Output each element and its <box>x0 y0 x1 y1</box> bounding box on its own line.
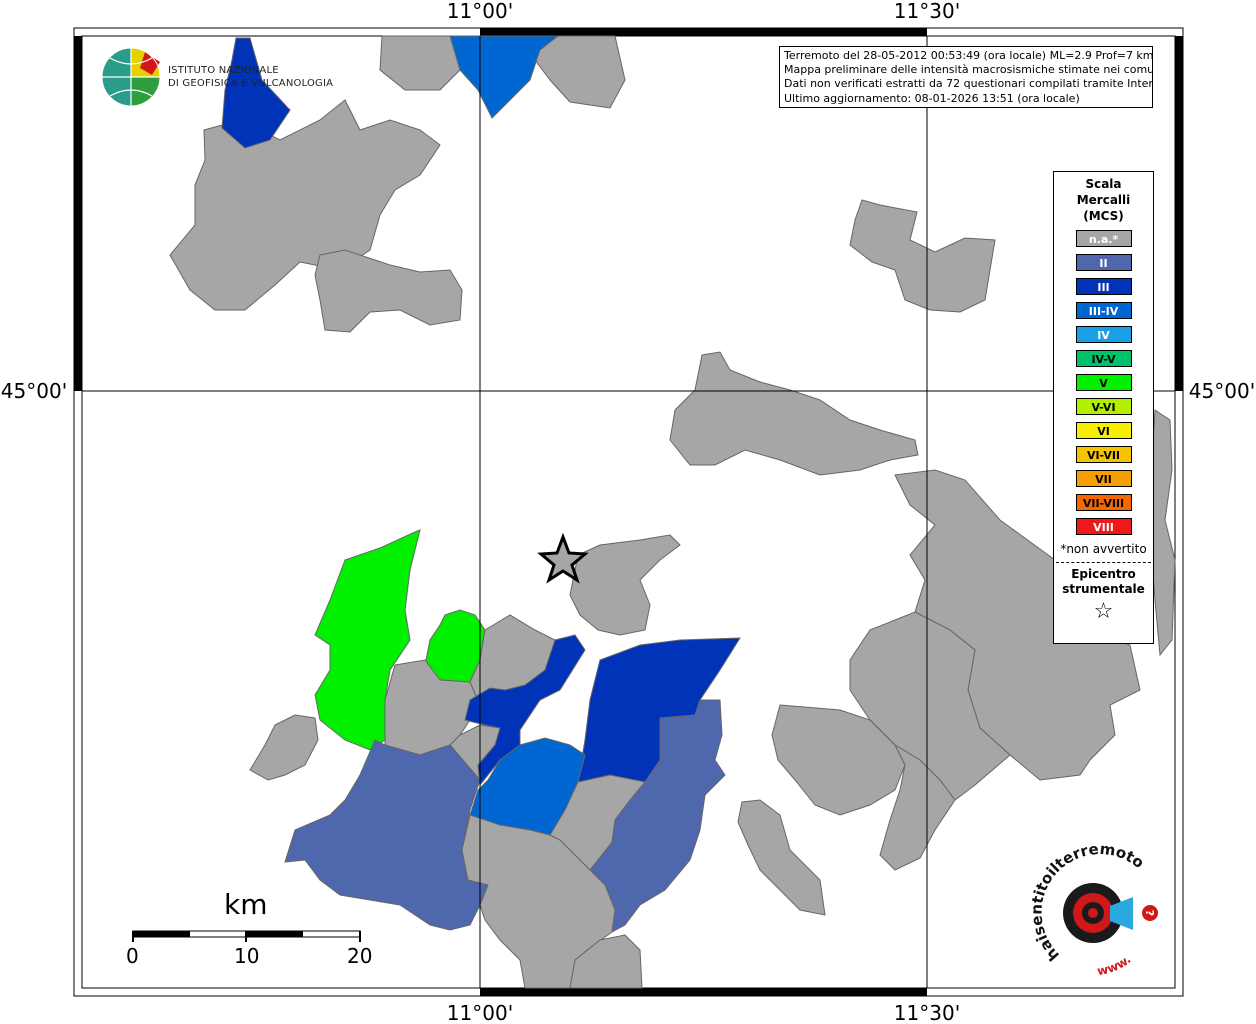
info-line-3: Dati non verificati estratti da 72 quest… <box>784 77 1153 91</box>
axis-bottom-label-1: 11°00' <box>447 1001 513 1024</box>
axis-right-label: 45°00' <box>1189 379 1255 403</box>
municipality-top-blue <box>449 35 560 119</box>
legend-item: VI-VII <box>1075 446 1132 463</box>
municipality-nw-1 <box>169 99 441 311</box>
municipality-nw-2 <box>314 249 463 333</box>
municipality-sw-small <box>249 714 319 781</box>
legend-item: III <box>1075 278 1132 295</box>
municipality-nw-3 <box>221 37 291 149</box>
legend-epicenter-2: strumentale <box>1062 582 1145 596</box>
legend-item: IV-V <box>1075 350 1132 367</box>
info-line-1: Terremoto del 28-05-2012 00:53:49 (ora l… <box>784 49 1153 62</box>
ingv-globe-icon <box>101 47 161 107</box>
municipality-south-grey-2 <box>569 934 643 989</box>
institute-line-1: ISTITUTO NAZIONALE <box>168 65 279 76</box>
graticule <box>82 36 1175 988</box>
legend-items: n.a.* II III III-IV IV IV-V V V-VI VI VI-VII VII VI… <box>1054 230 1153 535</box>
legend-item: V-VI <box>1075 398 1132 415</box>
legend-epicenter: Epicentro strumentale <box>1054 567 1153 597</box>
epicenter-star-icon <box>537 532 589 584</box>
institute-name: ISTITUTO NAZIONALE DI GEOFISICA E VULCAN… <box>168 64 333 90</box>
info-line-4: Ultimo aggiornamento: 08-01-2026 13:51 (… <box>784 91 1080 105</box>
municipality-sc-grey-4 <box>549 774 646 871</box>
legend-item: II <box>1075 254 1132 271</box>
municipality-top-grey-2 <box>519 35 626 109</box>
municipality-east-5 <box>737 799 826 916</box>
legend-item: VIII <box>1075 518 1132 535</box>
municipality-ne-1 <box>849 199 996 313</box>
scale-tick-0: 0 <box>126 944 139 968</box>
municipalities <box>169 35 1176 989</box>
axis-left-label: 45°00' <box>1 379 67 403</box>
legend-separator <box>1056 562 1151 563</box>
info-line-2: Mappa preliminare delle intensità macros… <box>784 63 1153 77</box>
legend-epicenter-1: Epicentro <box>1071 567 1136 581</box>
legend-item: VII-VIII <box>1075 494 1132 511</box>
municipality-centre-1 <box>569 534 681 636</box>
legend-title-1: Scala <box>1085 177 1122 191</box>
legend-item: III-IV <box>1075 302 1132 319</box>
legend-item: VII <box>1075 470 1132 487</box>
axis-bottom-label-2: 11°30' <box>894 1001 960 1024</box>
legend-title-2: Mercalli <box>1076 193 1131 207</box>
legend-item: VI <box>1075 422 1132 439</box>
scale-bar <box>132 930 361 942</box>
scale-tick-20: 20 <box>347 944 373 968</box>
legend-star-icon: ☆ <box>1093 599 1114 624</box>
municipality-iii-centre <box>464 634 586 787</box>
municipality-east-2 <box>849 611 1011 801</box>
legend-item: V <box>1075 374 1132 391</box>
legend-note: *non avvertito <box>1060 542 1147 556</box>
legend-title-3: (MCS) <box>1083 209 1124 223</box>
legend-item: n.a.* <box>1075 230 1132 247</box>
event-info-box: Terremoto del 28-05-2012 00:53:49 (ora l… <box>779 46 1153 108</box>
municipality-ec-1 <box>669 351 919 476</box>
municipality-east-4 <box>879 743 956 871</box>
scale-unit: km <box>224 888 268 921</box>
municipality-east-3 <box>771 704 906 816</box>
legend-title: Scala Mercalli (MCS) <box>1054 176 1153 224</box>
mcs-legend: Scala Mercalli (MCS) n.a.* II III III-IV IV I… <box>1053 171 1154 644</box>
axis-top-label-1: 11°00' <box>447 0 513 23</box>
svg-text:?: ? <box>1143 910 1156 916</box>
axis-top-label-2: 11°30' <box>894 0 960 23</box>
municipality-ii-sw <box>284 739 489 931</box>
scale-tick-10: 10 <box>234 944 260 968</box>
institute-line-2: DI GEOFISICA E VULCANOLOGIA <box>168 78 334 89</box>
legend-item: IV <box>1075 326 1132 343</box>
